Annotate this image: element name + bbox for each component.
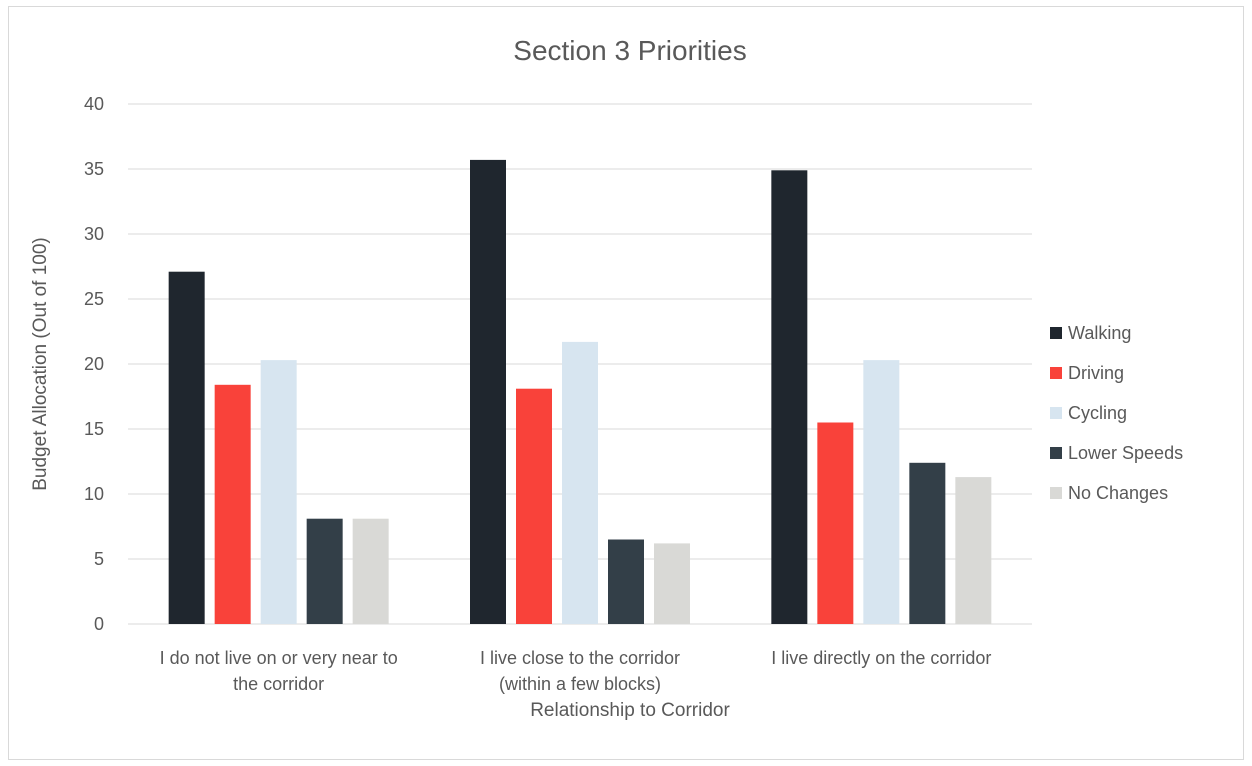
y-tick-label: 35 [84,159,104,179]
x-axis-categories: I do not live on or very near to the corr… [160,648,992,694]
chart-frame [8,6,1244,760]
x-category-label: (within a few blocks) [499,674,661,694]
y-tick-label: 10 [84,484,104,504]
y-axis-ticks: 0 5 10 15 20 25 30 35 40 [84,94,104,634]
x-category-label: I live directly on the corridor [771,648,991,668]
y-tick-label: 0 [94,614,104,634]
bar-lower-speeds [608,539,644,624]
legend-label: Walking [1068,323,1131,343]
legend-label: Cycling [1068,403,1127,423]
y-axis-title: Budget Allocation (Out of 100) [30,237,51,491]
y-tick-label: 15 [84,419,104,439]
bar-no-changes [654,543,690,624]
bar-no-changes [955,477,992,624]
bar-driving [516,388,552,624]
legend-swatch [1050,327,1062,339]
bar-walking [168,271,205,624]
bar-driving [214,384,251,624]
bar-walking [771,170,808,625]
bar-no-changes [352,518,389,624]
legend-label: Lower Speeds [1068,443,1183,463]
legend-swatch [1050,487,1062,499]
y-tick-label: 40 [84,94,104,114]
legend-swatch [1050,407,1062,419]
y-tick-label: 5 [94,549,104,569]
bar-cycling [562,341,598,624]
legend-label: No Changes [1068,483,1168,503]
x-category-label: I do not live on or very near to [160,648,398,668]
legend-swatch [1050,447,1062,459]
y-tick-label: 20 [84,354,104,374]
bar-lower-speeds [306,518,343,624]
bar-walking [470,159,506,624]
x-category-label: I live close to the corridor [480,648,680,668]
bar-lower-speeds [909,462,946,624]
chart-title: Section 3 Priorities [513,35,746,66]
x-axis-title: Relationship to Corridor [530,700,730,721]
y-tick-label: 25 [84,289,104,309]
bars [168,159,992,625]
legend: Walking Driving Cycling Lower Speeds No Chan… [1050,323,1183,503]
y-tick-label: 30 [84,224,104,244]
legend-label: Driving [1068,363,1124,383]
bar-driving [817,422,854,624]
legend-swatch [1050,367,1062,379]
x-category-label: the corridor [233,674,324,694]
bar-cycling [863,360,900,624]
bar-cycling [260,360,297,624]
